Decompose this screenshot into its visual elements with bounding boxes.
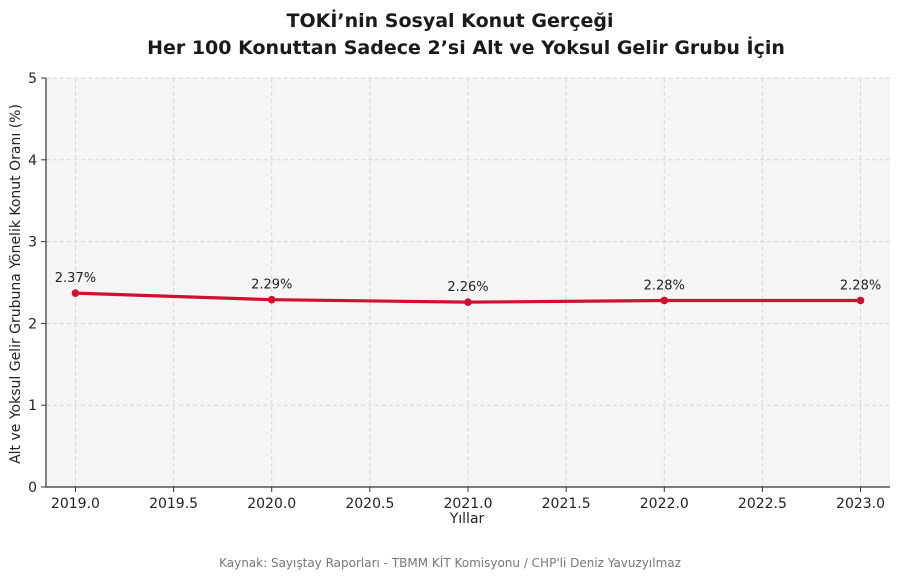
data-label: 2.28% [840, 278, 881, 293]
data-point [267, 295, 276, 304]
axes [41, 77, 890, 492]
data-point [660, 296, 669, 305]
y-tick-label: 4 [28, 153, 37, 169]
chart-title-line-1: TOKİ’nin Sosyal Konut Gerçeği [287, 8, 614, 32]
x-tick-label: 2020.0 [247, 496, 296, 512]
y-tick-label: 0 [28, 480, 37, 496]
tick-labels: 2019.0 2019.5 2020.0 2020.5 2021.0 2021.5 2022… [28, 71, 885, 512]
data-label: 2.28% [644, 278, 685, 293]
x-tick-label: 2019.0 [51, 496, 100, 512]
x-tick-label: 2019.5 [149, 496, 198, 512]
data-label: 2.29% [251, 278, 292, 293]
data-labels: 2.37% 2.29% 2.26% 2.28% 2.28% [55, 271, 881, 295]
x-tick-label: 2021.0 [444, 496, 493, 512]
data-label: 2.37% [55, 271, 96, 286]
data-label: 2.26% [447, 280, 488, 295]
x-tick-label: 2022.0 [640, 496, 689, 512]
y-tick-label: 1 [28, 398, 37, 414]
data-point [464, 298, 472, 306]
chart-title-line-2: Her 100 Konuttan Sadece 2’si Alt ve Yoks… [147, 35, 785, 59]
y-tick-label: 2 [28, 316, 37, 332]
x-tick-label: 2020.5 [345, 496, 394, 512]
y-tick-label: 5 [28, 71, 37, 87]
x-tick-label: 2021.5 [542, 496, 591, 512]
series-group [71, 289, 865, 306]
data-point [71, 289, 80, 297]
x-axis-label: Yıllar [449, 511, 485, 527]
y-axis-label: Alt ve Yoksul Gelir Grubuna Yönelik Konu… [8, 104, 24, 464]
y-tick-label: 3 [28, 235, 37, 251]
data-point [856, 296, 865, 305]
x-tick-label: 2023.0 [836, 496, 885, 512]
source-caption: Kaynak: Sayıştay Raporları - TBMM KİT Ko… [219, 555, 681, 570]
x-tick-label: 2022.5 [738, 496, 787, 512]
grid-lines [46, 77, 890, 488]
